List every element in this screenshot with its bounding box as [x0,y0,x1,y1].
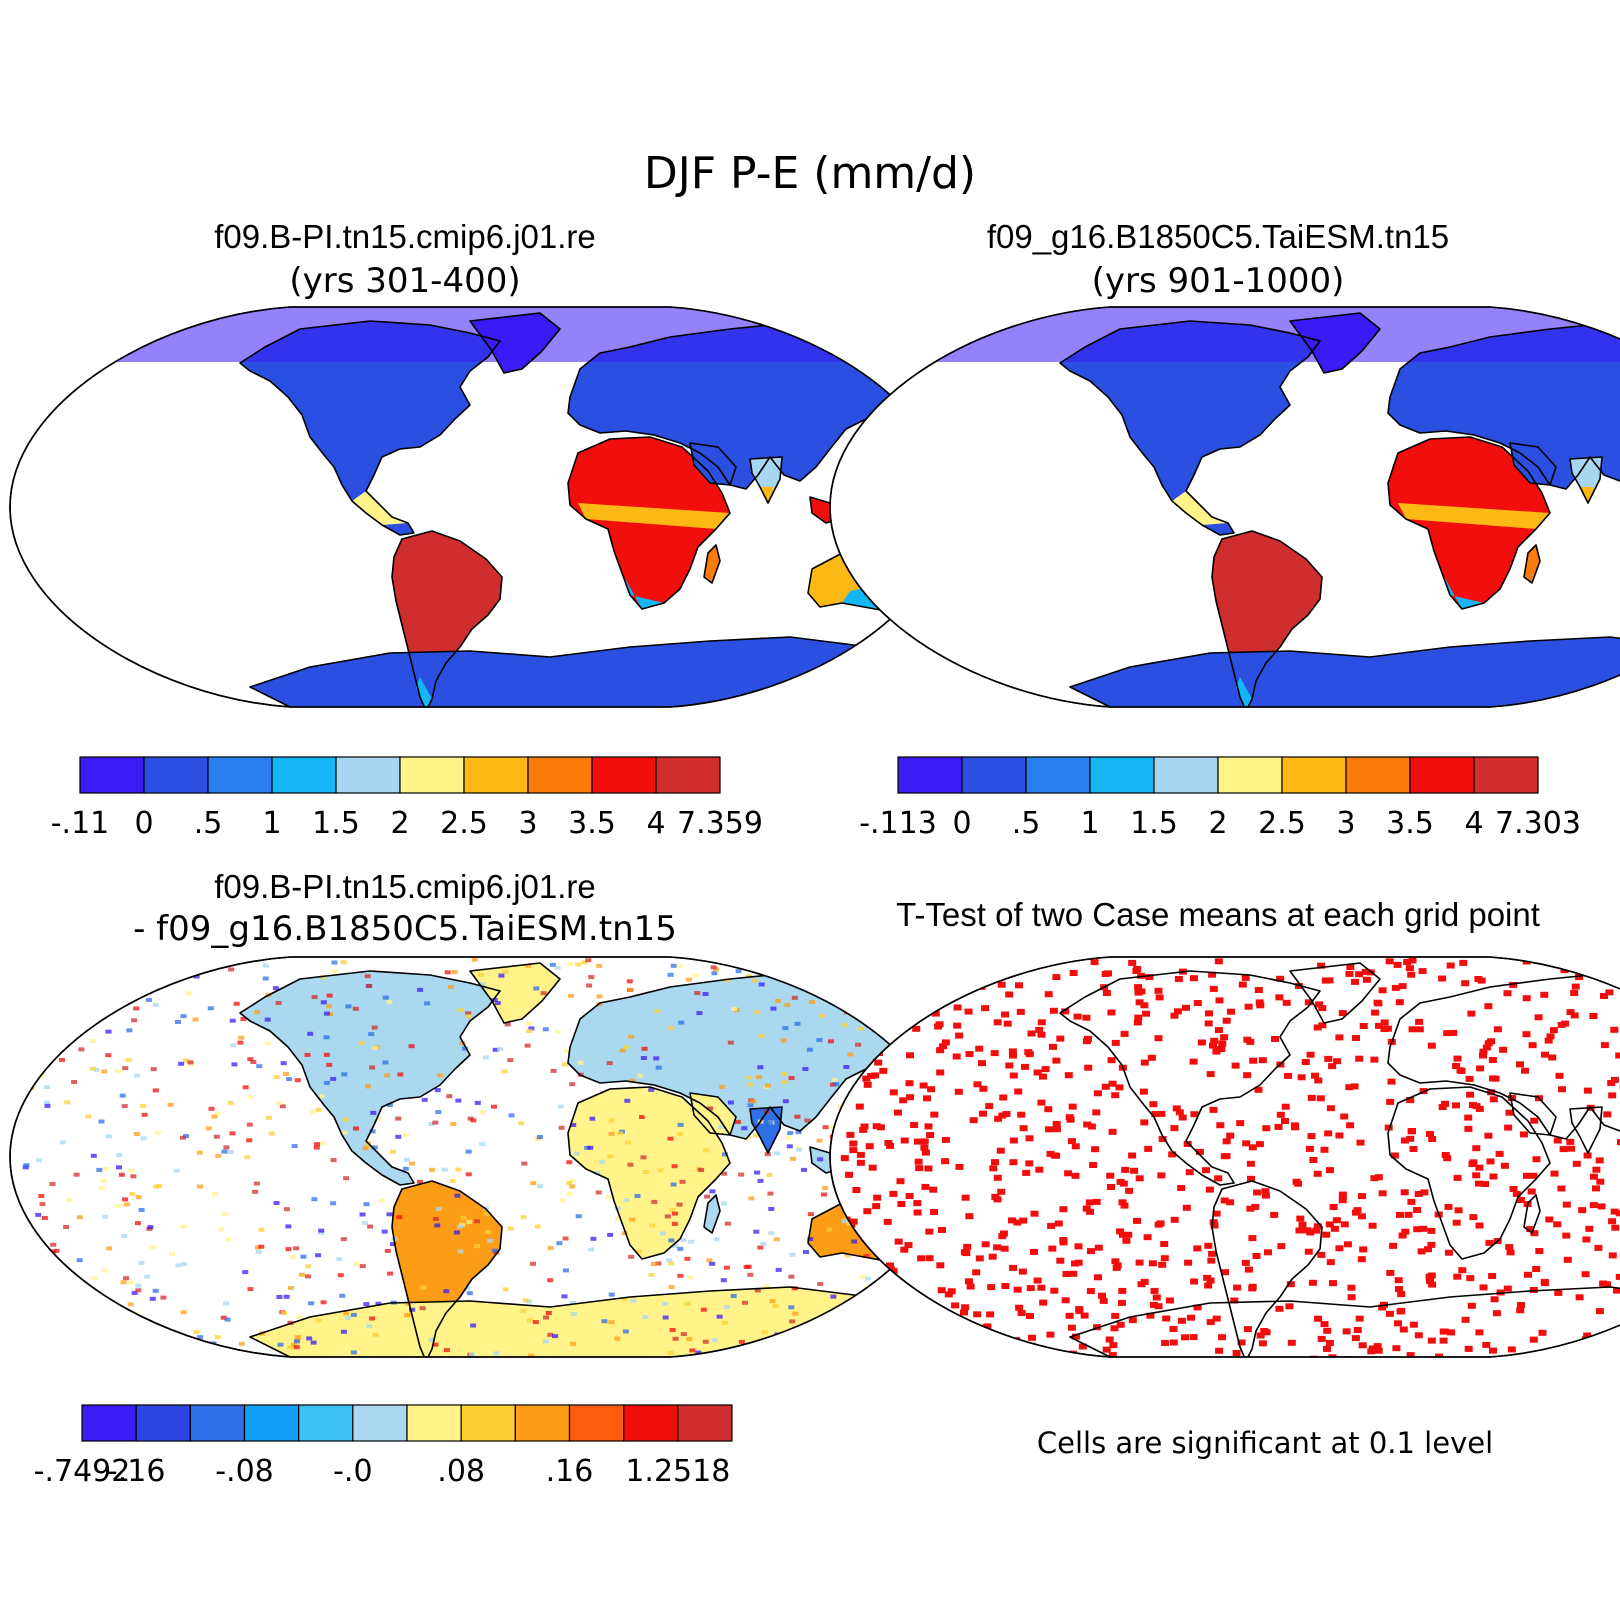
colorbar-swatch [961,756,1027,794]
colorbar-swatch [527,756,593,794]
panel-case1: f09.B-PI.tn15.cmip6.j01.re (yrs 301-400) [9,218,951,708]
colorbar-tick-label: 7.303 [1495,806,1581,841]
map-case2 [829,306,1620,708]
panel-title: f09_g16.B1850C5.TaiESM.tn15 [987,218,1449,255]
colorbar-tick-label: -.16 [107,1454,166,1489]
colorbar-tick-label: -.7492 [34,1454,131,1489]
colorbar-tick-label: 0 [952,806,971,841]
colorbar-tick-label: -.0 [333,1454,372,1489]
colorbar-swatch [514,1404,571,1442]
colorbar-tick-label: 1.5 [1130,806,1178,841]
colorbar-tick-label: 7.359 [677,806,763,841]
colorbar-swatch [677,1404,733,1442]
colorbar-tick-label: 3 [1336,806,1355,841]
colorbar-swatch [298,1404,354,1442]
colorbar-tick-label: -.08 [215,1454,274,1489]
colorbar-tick-label: .5 [1012,806,1041,841]
colorbar-swatch [79,756,145,794]
colorbar-swatch [1473,756,1539,794]
map-case1 [9,306,951,708]
land-eu [1388,321,1620,489]
colorbar-tick-label: 3 [518,806,537,841]
colorbar-swatch [335,756,401,794]
panel-title: f09.B-PI.tn15.cmip6.j01.re [214,868,596,905]
colorbar-swatch [81,1404,137,1442]
colorbar-tick-label: 4 [646,806,665,841]
colorbar-tick-label: 1 [1080,806,1099,841]
colorbar-swatch [1153,756,1219,794]
colorbar-swatch [243,1404,300,1442]
land-na [240,321,500,535]
colorbar-tick-label: 1.5 [312,806,360,841]
colorbar-swatch [1345,756,1411,794]
colorbar-swatch [143,756,209,794]
colorbar-swatch [897,756,963,794]
colorbar-swatch [460,1404,516,1442]
colorbar-swatch [207,756,273,794]
colorbar-tick-label: 1 [262,806,281,841]
colorbar-swatch [1281,756,1347,794]
panel-subtitle: - f09_g16.B1850C5.TaiESM.tn15 [133,909,677,949]
colorbar-swatch [352,1404,408,1442]
panel-subtitle: (yrs 301-400) [289,261,520,301]
colorbar-tick-label: 4 [1464,806,1483,841]
colorbar-swatch [1025,756,1091,794]
colorbar-tick-label: 3.5 [568,806,616,841]
colorbar-swatch [463,756,529,794]
colorbar-swatch [271,756,337,794]
colorbar-swatch [568,1404,625,1442]
colorbar-swatch [655,756,721,794]
map-ttest [829,956,1620,1358]
colorbar-swatch [189,1404,246,1442]
figure-title: DJF P-E (mm/d) [644,148,976,199]
colorbar-tick-label: .08 [437,1454,485,1489]
colorbar-tick-label: 2 [1208,806,1227,841]
colorbar-diff: -.7492-.16 -.08 -.0 .08 .16 1.2518 [34,1404,733,1489]
colorbar-swatch [591,756,657,794]
panel-title: f09.B-PI.tn15.cmip6.j01.re [214,218,596,255]
colorbar-swatch [135,1404,191,1442]
colorbar-tick-label: 0 [134,806,153,841]
colorbar-tick-label: 1.2518 [625,1454,730,1489]
significance-note: Cells are significant at 0.1 level [1037,1426,1493,1460]
panel-diff: f09.B-PI.tn15.cmip6.j01.re - f09_g16.B18… [9,868,951,1358]
colorbar-swatch [1217,756,1283,794]
colorbar-tick-label: .16 [546,1454,594,1489]
map-diff [9,956,951,1358]
panel-case2: f09_g16.B1850C5.TaiESM.tn15 (yrs 901-100… [829,218,1620,708]
panel-subtitle: (yrs 901-1000) [1092,261,1345,301]
colorbar-swatch [1409,756,1475,794]
colorbar-tick-label: -.113 [859,806,937,841]
panel-title: T-Test of two Case means at each grid po… [896,896,1540,933]
colorbar-swatch [406,1404,462,1442]
colorbar-case1: -.11 0 .5 1 1.5 2 2.5 3 3.5 4 7.359 [51,756,763,841]
colorbar-tick-label: 2 [390,806,409,841]
land-in [1570,457,1602,503]
land-in [750,457,782,503]
colorbar-tick-label: 2.5 [1258,806,1306,841]
land-na [1060,321,1320,535]
colorbar-case2: -.113 0 .5 1 1.5 2 2.5 3 3.5 4 7.303 [859,756,1581,841]
colorbar-tick-label: 3.5 [1386,806,1434,841]
panel-ttest: T-Test of two Case means at each grid po… [829,896,1620,1460]
colorbar-swatch [623,1404,679,1442]
colorbar-tick-label: -.11 [51,806,110,841]
colorbar-tick-label: 2.5 [440,806,488,841]
colorbar-swatch [399,756,465,794]
colorbar-swatch [1089,756,1155,794]
colorbar-tick-label: .5 [194,806,223,841]
